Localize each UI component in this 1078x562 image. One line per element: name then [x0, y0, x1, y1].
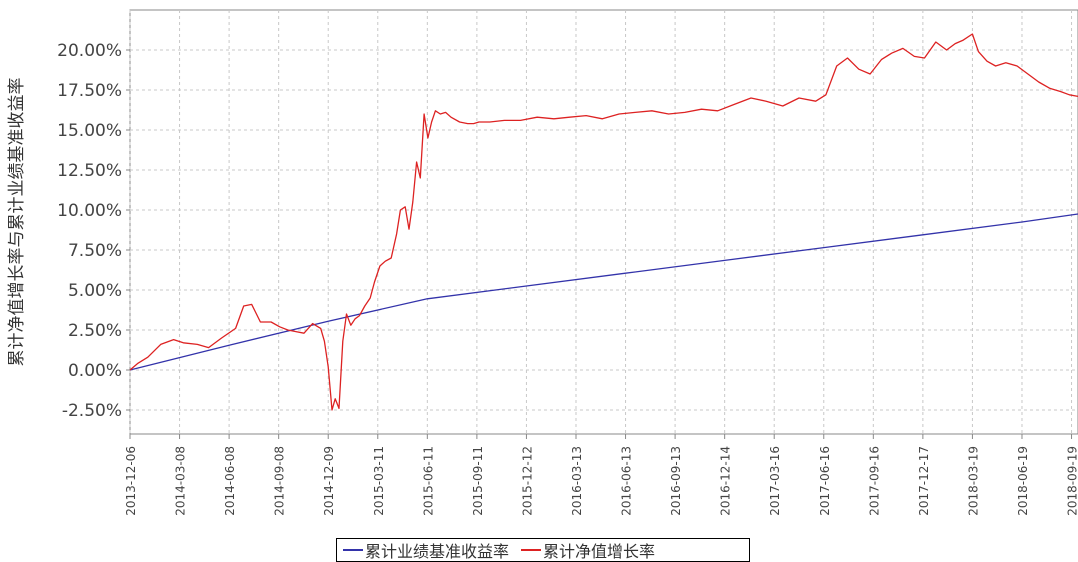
- plot-area: [129, 9, 1078, 435]
- y-tick-label: 5.00%: [68, 281, 122, 301]
- legend: 累计业绩基准收益率 累计净值增长率: [336, 538, 750, 562]
- x-tick-label: 2017-09-16: [867, 446, 881, 516]
- y-axis-label: 累计净值增长率与累计业绩基准收益率: [7, 78, 27, 367]
- legend-swatch-benchmark: [343, 549, 363, 551]
- x-tick-label: 2015-06-11: [421, 446, 435, 516]
- y-tick-label: 15.00%: [57, 121, 122, 141]
- legend-item-nav: 累计净值增长率: [521, 538, 655, 562]
- legend-label-benchmark: 累计业绩基准收益率: [365, 542, 510, 561]
- y-tick-label: 20.00%: [57, 41, 122, 61]
- x-tick-label: 2013-12-06: [124, 446, 138, 516]
- x-tick-label: 2014-06-08: [223, 446, 237, 516]
- x-tick-label: 2018-06-19: [1016, 446, 1030, 516]
- x-tick-label: 2017-12-17: [917, 446, 931, 516]
- x-tick-label: 2015-03-11: [372, 446, 386, 516]
- x-tick-label: 2015-12-12: [520, 446, 534, 516]
- y-tick-label: 17.50%: [57, 81, 122, 101]
- y-tick-label: 2.50%: [68, 321, 122, 341]
- x-axis-ticks: 2013-12-06 2014-03-08 2014-06-08 2014-09-08…: [124, 434, 1078, 516]
- gridlines: [129, 10, 1078, 434]
- series-lines: [129, 33, 1078, 411]
- x-tick-label: 2016-03-13: [570, 446, 584, 516]
- x-tick-label: 2018-09-19: [1066, 446, 1078, 516]
- x-tick-label: 2014-12-09: [322, 446, 336, 516]
- legend-item-benchmark: 累计业绩基准收益率: [343, 538, 509, 562]
- y-axis-ticks: 20.00% 17.50% 15.00% 12.50% 10.00% 7.50% 5.00%…: [57, 41, 130, 421]
- x-tick-label: 2017-06-16: [818, 446, 832, 516]
- x-tick-label: 2016-09-13: [669, 446, 683, 516]
- x-tick-label: 2015-09-11: [471, 446, 485, 516]
- series-line-benchmark: [129, 213, 1078, 371]
- x-tick-label: 2016-12-14: [719, 446, 733, 516]
- y-tick-label: 12.50%: [57, 161, 122, 181]
- y-tick-label: 10.00%: [57, 201, 122, 221]
- line-chart: 20.00% 17.50% 15.00% 12.50% 10.00% 7.50% 5.00%…: [7, 9, 1078, 516]
- y-tick-label: 0.00%: [68, 361, 122, 381]
- y-tick-label: 7.50%: [68, 241, 122, 261]
- x-tick-label: 2014-03-08: [174, 446, 188, 516]
- x-tick-label: 2018-03-19: [966, 446, 980, 516]
- x-tick-label: 2016-06-13: [620, 446, 634, 516]
- series-line-nav: [129, 33, 1078, 411]
- legend-label-nav: 累计净值增长率: [543, 542, 656, 561]
- x-tick-label: 2017-03-16: [768, 446, 782, 516]
- x-tick-label: 2014-09-08: [273, 446, 287, 516]
- y-tick-label: -2.50%: [62, 401, 122, 421]
- legend-swatch-nav: [521, 549, 542, 551]
